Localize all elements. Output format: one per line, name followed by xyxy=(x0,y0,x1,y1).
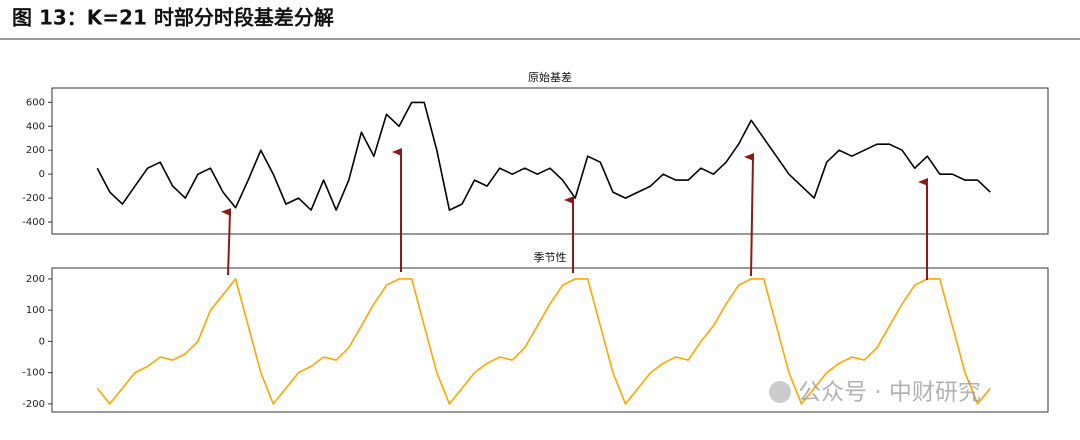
plot-title: 季节性 xyxy=(534,250,567,264)
arrow xyxy=(221,208,232,276)
y-tick-label: -100 xyxy=(22,368,45,379)
plots: 原始基差 -400 -200 0 200 400 600 季节性 -200 -100 0 100 200 xyxy=(22,70,1049,413)
data-line xyxy=(96,278,991,405)
data-line xyxy=(96,101,991,211)
y-tick-label: -200 xyxy=(22,193,45,204)
y-tick-label: 0 xyxy=(39,336,45,347)
plot-frame xyxy=(51,267,1049,413)
page-title: 图 13：K=21 时部分时段基差分解 xyxy=(12,6,334,30)
arrows xyxy=(221,148,928,280)
y-tick-label: -200 xyxy=(22,399,45,410)
watermark: 公众号 · 中财研究 xyxy=(769,380,981,406)
plot-title: 原始基差 xyxy=(528,70,572,84)
watermark-icon xyxy=(769,381,791,403)
y-tick-label: 200 xyxy=(26,274,45,285)
plot-frame xyxy=(51,87,1049,235)
arrow xyxy=(744,153,755,277)
watermark-text: 公众号 · 中财研究 xyxy=(798,380,981,406)
y-tick-label: -400 xyxy=(22,217,45,228)
y-tick-label: 200 xyxy=(26,145,45,156)
y-tick-label: 600 xyxy=(26,97,45,108)
y-tick-label: 100 xyxy=(26,305,45,316)
y-tick-label: 0 xyxy=(39,169,45,180)
y-tick-label: 400 xyxy=(26,121,45,132)
